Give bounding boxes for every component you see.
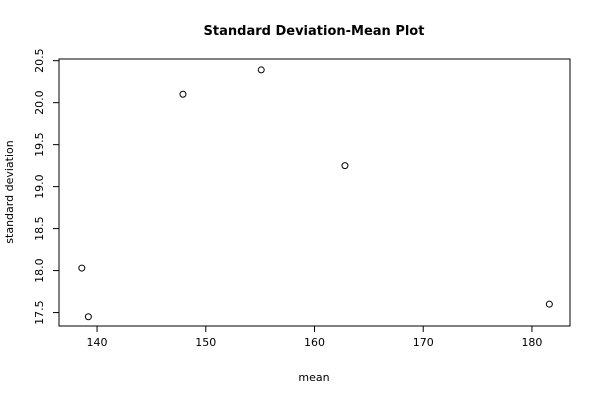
data-points [78,66,553,321]
plot-frame [58,58,571,327]
x-tick-label: 170 [413,336,434,349]
y-tick-label: 20.0 [33,90,46,115]
x-axis-label: mean [298,371,329,384]
y-tick-label: 18.5 [33,216,46,241]
data-point [179,90,187,98]
x-axis: 140 150 160 170 180 [87,326,542,349]
x-tick-label: 150 [195,336,216,349]
y-tick-label: 20.5 [33,48,46,73]
data-point [341,162,349,170]
y-tick-label: 19.5 [33,132,46,157]
data-point [545,300,553,308]
y-tick-label: 19.0 [33,174,46,199]
data-point [84,313,92,321]
x-tick-label: 180 [521,336,542,349]
chart-title: Standard Deviation-Mean Plot [204,24,425,39]
y-tick-label: 18.0 [33,258,46,283]
y-axis-label: standard deviation [3,140,16,243]
y-axis: 17.5 18.0 18.5 19.0 19.5 20.0 20.5 [33,48,59,325]
data-point [257,66,265,74]
x-tick-label: 160 [304,336,325,349]
data-point [78,264,86,272]
x-tick-label: 140 [87,336,108,349]
y-tick-label: 17.5 [33,300,46,325]
